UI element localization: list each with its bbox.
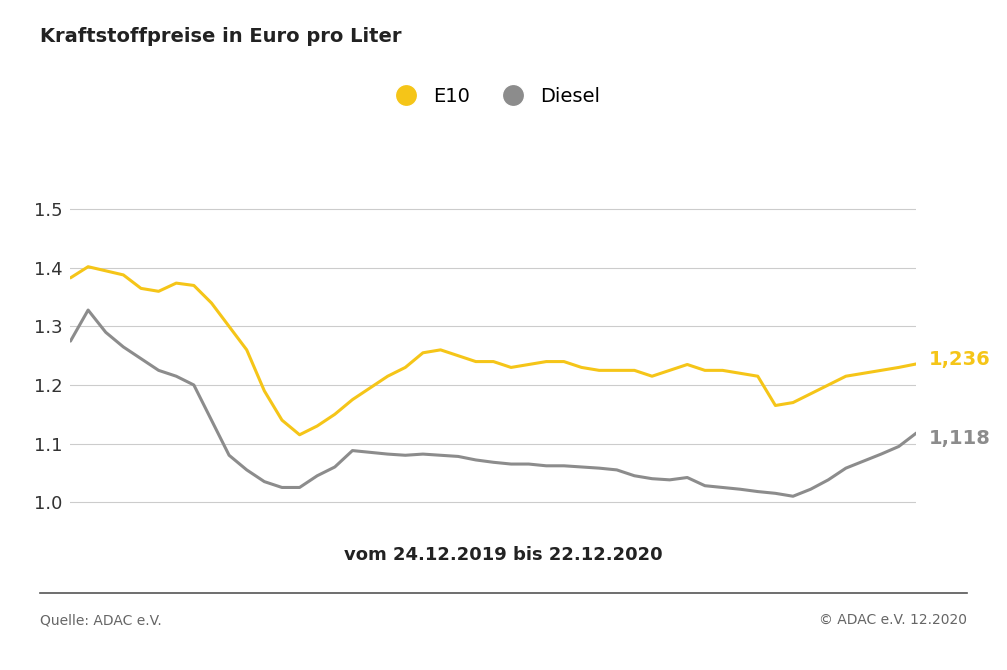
Text: Kraftstoffpreise in Euro pro Liter: Kraftstoffpreise in Euro pro Liter xyxy=(40,27,402,46)
Text: © ADAC e.V. 12.2020: © ADAC e.V. 12.2020 xyxy=(819,613,967,627)
Text: Quelle: ADAC e.V.: Quelle: ADAC e.V. xyxy=(40,613,162,627)
Text: 1,236: 1,236 xyxy=(929,350,991,368)
Text: 1,118: 1,118 xyxy=(929,429,991,448)
Text: vom 24.12.2019 bis 22.12.2020: vom 24.12.2019 bis 22.12.2020 xyxy=(344,546,663,564)
Legend: E10, Diesel: E10, Diesel xyxy=(379,80,608,114)
